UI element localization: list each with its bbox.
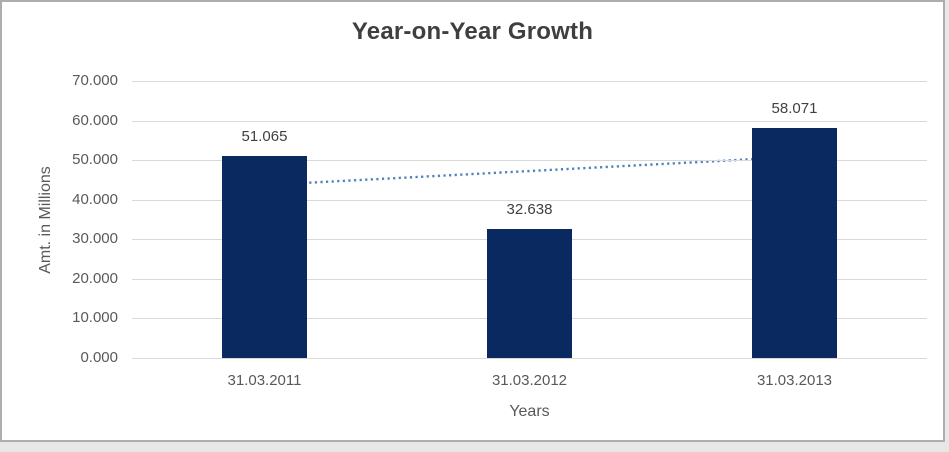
plot-area[interactable]: 51.065 32.638 58.071 [132,81,927,359]
y-axis-tick-labels: 0.000 10.000 20.000 30.000 40.000 50.000 60.00… [2,72,118,366]
bar-data-label: 58.071 [771,100,818,117]
y-axis-tick-label: 70.000 [72,72,118,89]
y-axis-tick-label: 20.000 [72,270,118,287]
y-axis-tick-label: 0.000 [80,349,118,366]
x-axis-category-label: 31.03.2012 [491,372,568,389]
bar-31.03.2012[interactable] [487,229,572,358]
gridline [132,160,927,161]
bar-data-label: 32.638 [506,201,553,218]
trendline[interactable] [132,81,927,359]
bar-data-label: 51.065 [241,128,288,145]
y-axis-tick-label: 50.000 [72,151,118,168]
x-axis-line [132,358,927,359]
bar-31.03.2013[interactable] [752,128,837,358]
bar-31.03.2011[interactable] [222,156,307,358]
gridline [132,200,927,201]
y-axis-tick-label: 40.000 [72,191,118,208]
chart-area[interactable]: Year-on-Year Growth 51.065 32.638 58.071 0… [0,0,945,442]
y-axis-tick-label: 10.000 [72,309,118,326]
x-axis-title: Years [509,403,550,420]
x-axis-category-label: 31.03.2013 [756,372,833,389]
y-axis-tick-label: 60.000 [72,112,118,129]
x-axis-category-labels: 31.03.2011 31.03.2012 31.03.2013 [132,372,927,392]
chart-title: Year-on-Year Growth [351,18,594,45]
gridline [132,121,927,122]
x-axis-category-label: 31.03.2011 [227,372,302,389]
gridline [132,81,927,82]
y-axis-title: Amt. in Millions [37,166,54,274]
y-axis-tick-label: 30.000 [72,230,118,247]
